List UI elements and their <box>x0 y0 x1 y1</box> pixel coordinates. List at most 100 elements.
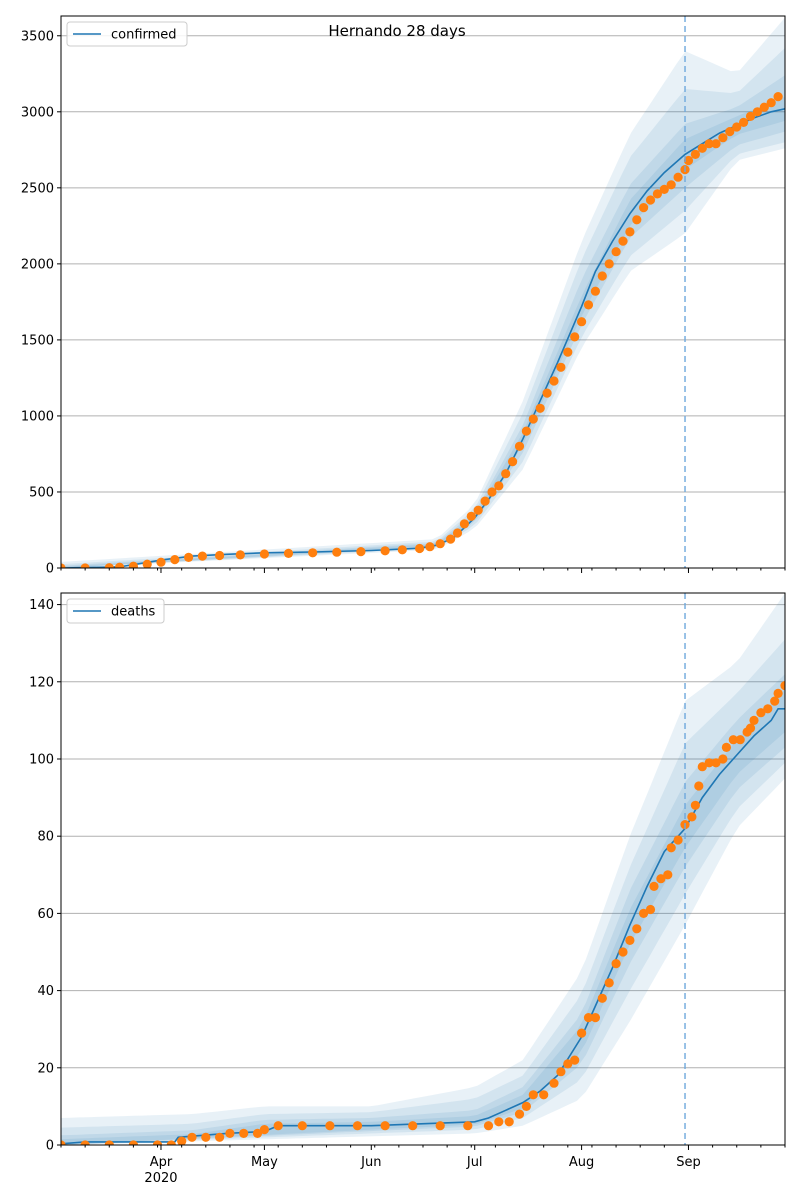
confirmed-observed-point <box>632 215 642 225</box>
deaths-observed-point <box>745 723 756 733</box>
confirmed-observed-point <box>61 563 66 568</box>
deaths-legend-label: deaths <box>111 605 156 620</box>
deaths-x-tick-label: May <box>251 1155 278 1170</box>
deaths-observed-point <box>663 870 673 880</box>
confirmed-observed-point <box>80 563 90 568</box>
confirmed-observed-point <box>745 111 756 121</box>
deaths-observed-point <box>728 735 738 745</box>
deaths-x-tick-label: Jul <box>466 1155 483 1170</box>
deaths-observed-point <box>259 1125 269 1135</box>
deaths-observed-point <box>128 1140 138 1145</box>
confirmed-observed-point <box>459 519 469 529</box>
confirmed-legend-box <box>66 21 188 47</box>
deaths-observed-point <box>408 1121 418 1131</box>
confirmed-y-tick-label: 1500 <box>21 333 54 348</box>
confirmed-observed-point <box>563 347 573 357</box>
deaths-observed-point <box>773 688 783 699</box>
deaths-x-tick-label: Aug <box>569 1155 594 1170</box>
confirmed-observed-point <box>725 127 735 137</box>
confirmed-band-1 <box>61 47 785 568</box>
confirmed-observed-point <box>184 552 194 563</box>
deaths-observed-point <box>483 1121 494 1131</box>
confirmed-observed-point <box>197 551 207 561</box>
confirmed-observed-point <box>142 559 152 568</box>
deaths-y-tick-label: 20 <box>37 1061 54 1076</box>
confirmed-observed-point <box>556 362 566 372</box>
deaths-observed-point <box>749 715 759 726</box>
deaths-observed-point <box>556 1067 566 1077</box>
confirmed-y-tick-label: 2500 <box>21 181 54 196</box>
deaths-observed-point <box>625 935 635 946</box>
confirmed-observed-point <box>128 561 138 568</box>
deaths-observed-point <box>694 781 704 791</box>
deaths-observed-point <box>611 959 621 969</box>
deaths-band-2 <box>61 674 785 1145</box>
confirmed-observed-point <box>773 92 783 102</box>
confirmed-observed-point <box>690 149 701 159</box>
confirmed-legend: confirmed <box>66 21 188 47</box>
confirmed-observed-point <box>604 259 614 269</box>
confirmed-observed-point <box>308 548 318 558</box>
confirmed-observed-point <box>639 203 649 213</box>
confirmed-band-0 <box>61 17 785 568</box>
confirmed-observed-point <box>452 528 463 538</box>
deaths-observed-point <box>673 835 683 845</box>
deaths-band-0 <box>61 593 785 1145</box>
confirmed-observed-point <box>501 469 511 479</box>
confirmed-observed-point <box>577 317 587 327</box>
confirmed-observed-point <box>415 543 425 554</box>
confirmed-observed-point <box>521 426 532 436</box>
deaths-observed-point <box>735 735 745 745</box>
confirmed-legend-label: confirmed <box>111 28 177 43</box>
deaths-legend: deaths <box>66 598 165 624</box>
confirmed-observed-point <box>542 388 552 398</box>
deaths-observed-point <box>273 1121 283 1131</box>
deaths-observed-point <box>711 758 721 768</box>
deaths-observed-point <box>325 1121 335 1131</box>
deaths-observed-point <box>687 812 697 822</box>
deaths-observed-point <box>639 908 649 919</box>
confirmed-observed-point <box>752 107 763 117</box>
confirmed-observed-point <box>590 286 601 296</box>
confirmed-observed-point <box>766 98 776 108</box>
confirmed-observed-point <box>652 189 663 199</box>
confirmed-observed-point <box>673 172 683 182</box>
confirmed-observed-point <box>170 555 180 565</box>
deaths-observed-point <box>514 1109 525 1119</box>
deaths-observed-point <box>352 1121 363 1131</box>
confirmed-observed-point <box>645 195 656 205</box>
confirmed-observed-point <box>666 180 676 190</box>
confirmed-observed-point <box>507 457 518 467</box>
deaths-observed-point <box>61 1140 66 1145</box>
deaths-observed-point <box>494 1117 504 1127</box>
deaths-observed-point <box>435 1121 445 1131</box>
deaths-observed-point <box>697 762 707 772</box>
confirmed-band-2 <box>61 75 785 568</box>
deaths-observed-point <box>632 924 642 934</box>
deaths-observed-point <box>770 696 780 706</box>
deaths-observed-point <box>504 1117 514 1127</box>
confirmed-observed-point <box>732 122 742 132</box>
deaths-y-tick-label: 80 <box>37 830 54 845</box>
confirmed-observed-point <box>494 481 504 491</box>
deaths-x-tick-sublabel: 2020 <box>144 1171 177 1186</box>
deaths-observed-point <box>590 1013 601 1023</box>
confirmed-observed-point <box>235 550 245 560</box>
deaths-x-tick-label: Jun <box>360 1155 381 1170</box>
deaths-observed-point <box>463 1121 473 1131</box>
confirmed-observed-point <box>480 496 490 506</box>
deaths-observed-point <box>380 1121 390 1131</box>
confirmed-observed-point <box>570 332 580 342</box>
deaths-band-3 <box>61 689 785 1145</box>
deaths-legend-box <box>66 598 165 624</box>
confirmed-observed-point <box>739 117 749 127</box>
deaths-observed-point <box>201 1132 211 1142</box>
deaths-observed-point <box>297 1121 307 1131</box>
confirmed-y-tick-label: 3000 <box>21 105 54 120</box>
deaths-observed-point <box>187 1132 197 1142</box>
deaths-observed-point <box>656 874 666 884</box>
deaths-band-1 <box>61 639 785 1145</box>
deaths-observed-point <box>166 1140 176 1145</box>
